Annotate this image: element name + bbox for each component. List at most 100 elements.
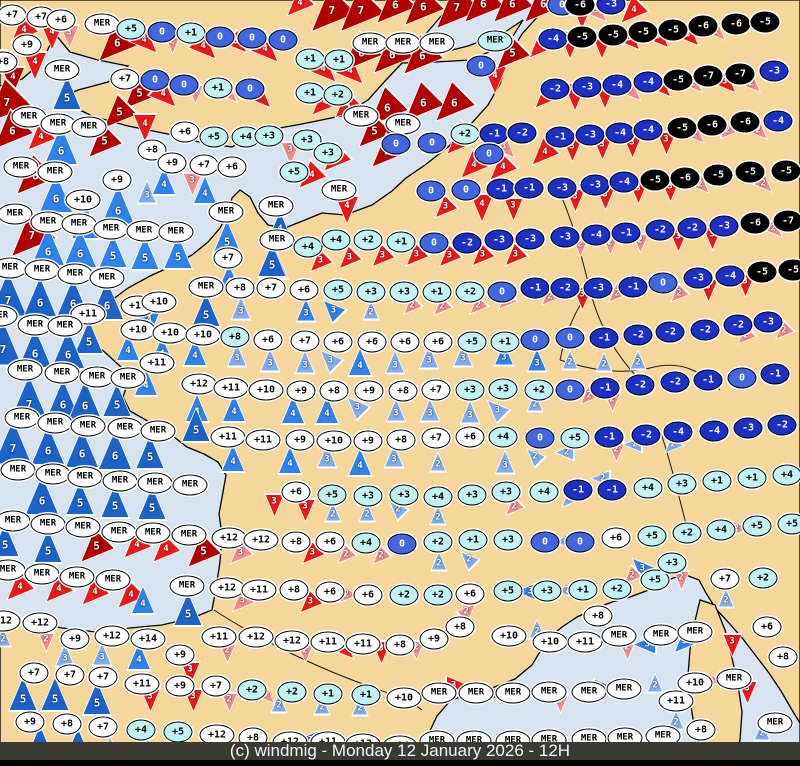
wind-arrow: 2 <box>219 645 236 662</box>
wind-force-value: 2 <box>364 509 370 520</box>
wind-force-value: 4 <box>297 0 303 9</box>
temperature-label: +1 <box>351 684 381 706</box>
temperature-label: +1 <box>702 470 732 492</box>
wind-force-value: 6 <box>8 124 16 138</box>
temperature-label: -2 <box>723 314 753 336</box>
sea-label: MER <box>61 213 97 235</box>
temperature-label: -5 <box>658 19 688 41</box>
wind-arrow: 2 <box>604 394 621 411</box>
temperature-label: +3 <box>493 529 523 551</box>
wind-arrow: 2 <box>430 550 448 572</box>
temperature-label: -5 <box>778 259 800 281</box>
wind-force-value: 4 <box>21 25 27 36</box>
wind-arrow: 2 <box>646 672 664 694</box>
temperature-label: 0 <box>387 533 417 555</box>
temperature-label: +6 <box>281 481 311 503</box>
wind-force-value: 3 <box>378 643 384 654</box>
temperature-label: +1 <box>176 22 206 44</box>
wind-force-value: 5 <box>85 335 93 349</box>
temperature-label: +10 <box>185 324 221 346</box>
wind-force-value: 4 <box>322 97 328 108</box>
wind-force-value: 3 <box>330 305 337 316</box>
wind-force-value: 2 <box>624 642 630 653</box>
wind-arrow: 2 <box>38 634 55 651</box>
wind-force-value: 3 <box>460 353 466 364</box>
wind-arrow: 3 <box>470 247 491 268</box>
wind-force-value: 5 <box>146 450 154 464</box>
wind-force-value: 6 <box>391 0 399 12</box>
temperature-label: +5 <box>323 279 353 301</box>
wind-arrow: 2 <box>722 122 739 139</box>
wind-force-value: 4 <box>142 118 148 129</box>
temperature-label: +8 <box>768 646 798 668</box>
wind-arrow: 2 <box>525 447 542 464</box>
wind-arrow: 2 <box>504 500 521 517</box>
wind-arrow: 3 <box>680 27 701 48</box>
temperature-label: +4 <box>633 477 663 499</box>
sea-label: MER <box>172 474 208 496</box>
sea-label: MER <box>606 678 642 700</box>
temperature-label: +6 <box>289 279 319 301</box>
wind-arrow: 6 <box>99 184 137 226</box>
wind-force-value: 3 <box>494 405 501 416</box>
temperature-label: +1 <box>458 529 488 551</box>
wind-arrow: 4 <box>79 582 105 608</box>
wind-force-value: 5 <box>141 251 149 265</box>
sea-label: MER <box>37 161 73 183</box>
temperature-label: +7 <box>19 662 49 684</box>
wind-force-value: 4 <box>32 56 38 67</box>
wind-arrow: 3 <box>562 140 583 161</box>
wind-arrow: 4 <box>347 447 373 477</box>
temperature-label: +9 <box>165 675 195 697</box>
wind-arrow: 2 <box>774 324 791 341</box>
wind-force-value: 2 <box>302 645 308 656</box>
wind-force-value: 5 <box>101 134 108 148</box>
wind-force-value: 4 <box>163 544 169 555</box>
wind-arrow: 2 <box>687 77 704 94</box>
wind-force-value: 2 <box>534 626 540 637</box>
temperature-label: +3 <box>389 484 419 506</box>
wind-arrow: 4 <box>121 535 147 561</box>
temperature-label: 0 <box>147 21 177 43</box>
temperature-label: -7 <box>693 65 723 87</box>
wind-arrow: 2 <box>731 520 748 537</box>
wind-force-value: 2 <box>690 78 696 89</box>
wind-force-value: 4 <box>38 132 44 143</box>
wind-arrow: 2 <box>689 128 706 145</box>
sea-label: MER <box>0 459 36 481</box>
wind-arrow: 4 <box>340 61 366 87</box>
wind-force-value: 7 <box>0 343 7 357</box>
wind-force-value: 2 <box>613 444 619 455</box>
temperature-label: -6 <box>721 13 751 35</box>
temperature-label: -1 <box>693 369 723 391</box>
wind-arrow: 2 <box>608 444 625 461</box>
wind-arrow: 2 <box>460 602 477 619</box>
sea-label: MER <box>30 211 66 233</box>
wind-arrow: 4 <box>277 445 303 475</box>
sea-label: MER <box>110 367 146 389</box>
wind-force-value: 4 <box>10 71 16 82</box>
sea-label: MER <box>716 668 752 690</box>
temperature-label: +9 <box>102 169 132 191</box>
wind-arrow: 3 <box>230 295 252 321</box>
temperature-label: +8 <box>686 719 716 741</box>
wind-arrow: 3 <box>140 690 161 711</box>
wind-force-value: 5 <box>116 105 123 119</box>
temperature-label: 0 <box>474 143 504 165</box>
temperature-label: +3 <box>356 281 386 303</box>
wind-force-value: 6 <box>78 447 86 461</box>
temperature-label: -1 <box>594 426 624 448</box>
wind-arrow: 3 <box>295 500 316 521</box>
wind-force-value: 3 <box>327 355 334 366</box>
wind-force-value: 2 <box>395 504 401 515</box>
wind-force-value: 3 <box>144 190 150 201</box>
wind-force-value: 2 <box>724 125 730 135</box>
wind-arrow: 6 <box>338 38 376 76</box>
wind-force-value: 6 <box>450 96 458 110</box>
temperature-label: +10 <box>677 672 713 694</box>
wind-force-value: 4 <box>345 100 351 111</box>
temperature-label: -1 <box>479 123 509 145</box>
sea-label: MER <box>757 712 793 734</box>
wind-arrow: 3 <box>385 397 407 423</box>
temperature-label: +11 <box>241 579 277 601</box>
